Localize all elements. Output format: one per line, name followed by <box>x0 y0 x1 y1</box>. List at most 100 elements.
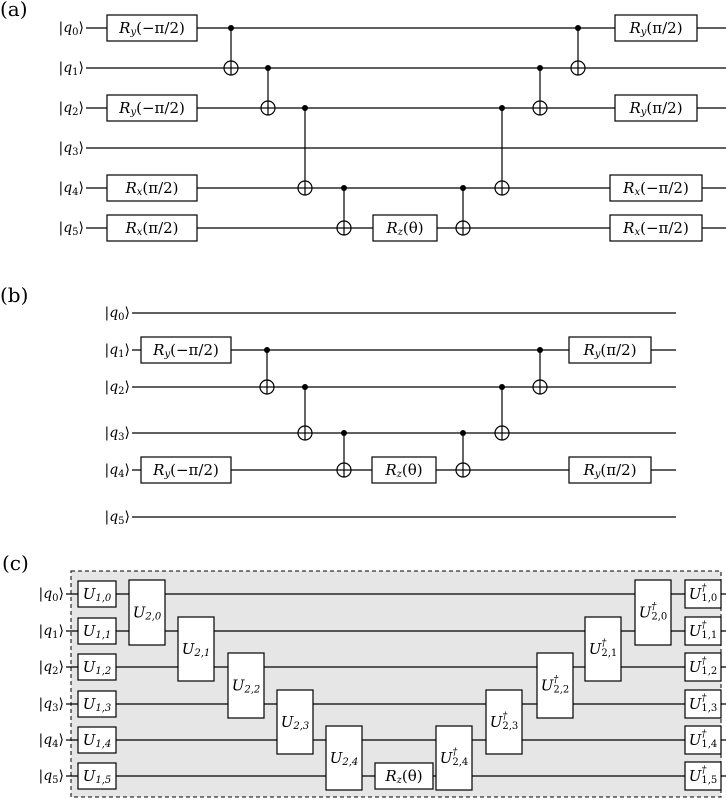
c-u1dag-4-box <box>684 725 722 755</box>
panel-label-b: (b) <box>0 283 28 307</box>
a-rz-q5-box <box>372 214 438 242</box>
a-cnot-7-control-dot <box>537 65 543 71</box>
a-ry-pos-q2-label: Ry(π/2) <box>628 99 682 118</box>
a-rx-neg-q5-box <box>609 214 703 242</box>
c-u1dag-5-label: U† 1,5 <box>689 765 718 786</box>
b-ry-pos-q4-box <box>568 456 652 484</box>
c-u2-3-box <box>276 689 314 755</box>
c-u1-3-label: U1,3 <box>83 695 112 714</box>
c-u1dag-5-box <box>684 761 722 791</box>
b-rz-q4-box <box>371 456 437 484</box>
qubit-label-q5: |q5⟩ <box>38 768 64 786</box>
c-u1dag-0-box <box>684 579 722 609</box>
b-ry-neg-q1-box <box>140 336 232 364</box>
a-ry-pos-q2-box <box>614 94 698 122</box>
c-u2dag-0-label: U† 2,0 <box>639 601 668 622</box>
c-u1-0-box <box>77 580 117 608</box>
panel-a: (a) |q0⟩ |q1⟩ |q2⟩ |q3⟩ |q4⟩ |q5⟩ Ry(−π/2) Ry(−π… <box>0 0 726 242</box>
b-ry-neg-q1-label: Ry(−π/2) <box>152 341 219 360</box>
qubit-label-q4: |q4⟩ <box>104 462 130 480</box>
a-rx-pos-q4-label: Rx(π/2) <box>124 179 178 198</box>
qubit-label-q5: |q5⟩ <box>58 220 84 238</box>
c-u2-4-box <box>325 725 363 791</box>
c-u2dag-2-box <box>536 652 574 719</box>
c-u2-4-label: U2,4 <box>330 749 359 768</box>
panel-b: (b) |q0⟩ |q1⟩ |q2⟩ |q3⟩ |q4⟩ |q5⟩ Ry(−π/2) Ry(−π… <box>0 283 676 527</box>
a-cnot-5-control-dot <box>460 185 466 191</box>
c-u2dag-1-box <box>584 616 622 682</box>
qubit-label-q5: |q5⟩ <box>104 509 130 527</box>
c-u1-1-box <box>77 617 117 645</box>
qubit-label-q2: |q2⟩ <box>38 659 64 677</box>
c-u1-0-label: U1,0 <box>83 585 112 604</box>
a-rx-neg-q4-box <box>609 174 703 202</box>
a-cnot-4-control-dot <box>341 185 347 191</box>
a-cnot-1-control-dot <box>228 25 234 31</box>
c-u2-2-label: U2,2 <box>232 677 261 696</box>
qubit-label-q1: |q1⟩ <box>104 342 130 360</box>
c-u1-3-box <box>77 690 117 718</box>
qubit-label-q0: |q0⟩ <box>38 586 64 604</box>
b-cnot-4-control-dot <box>460 430 466 436</box>
c-u2dag-0-box <box>634 579 672 646</box>
qubit-label-q2: |q2⟩ <box>104 379 130 397</box>
qubit-label-q0: |q0⟩ <box>58 20 84 38</box>
c-u1-1-label: U1,1 <box>83 622 112 641</box>
a-ry-pos-q0-box <box>614 14 698 42</box>
c-u2dag-1-label: U† 2,1 <box>589 638 618 659</box>
c-u1dag-1-box <box>684 616 722 646</box>
qubit-label-q3: |q3⟩ <box>38 696 64 714</box>
qubit-label-q1: |q1⟩ <box>38 623 64 641</box>
c-rz-q5-box <box>374 762 434 790</box>
c-u1dag-2-box <box>684 652 722 682</box>
c-u1-5-label: U1,5 <box>83 767 112 786</box>
b-cnot-6-control-dot <box>537 347 543 353</box>
panel-label-c: (c) <box>2 551 29 575</box>
c-u2dag-4-box <box>435 725 473 791</box>
c-u1dag-4-label: U† 1,4 <box>689 729 718 750</box>
c-u2-0-label: U2,0 <box>133 604 162 623</box>
a-ry-neg-q0-label: Ry(−π/2) <box>118 19 185 38</box>
b-cnot-5-control-dot <box>499 384 505 390</box>
c-u2dag-2-label: U† 2,2 <box>541 674 570 695</box>
c-u1dag-0-label: U† 1,0 <box>689 583 718 604</box>
b-ry-neg-q4-label: Ry(−π/2) <box>152 461 219 480</box>
c-u2-0-box <box>128 579 166 646</box>
a-ry-neg-q2-label: Ry(−π/2) <box>118 99 185 118</box>
qubit-label-q2: |q2⟩ <box>58 100 84 118</box>
c-u1dag-2-label: U† 1,2 <box>689 656 718 677</box>
panel-c: (c) |q0⟩ |q1⟩ |q2⟩ |q3⟩ |q4⟩ |q5⟩ U1,0 U1,1 U1,2 U… <box>2 551 726 798</box>
qubit-label-q3: |q3⟩ <box>104 425 130 443</box>
c-u2-2-box <box>227 652 265 719</box>
a-rx-neg-q5-label: Rx(−π/2) <box>622 219 689 238</box>
a-rx-pos-q5-label: Rx(π/2) <box>124 219 178 238</box>
a-cnot-3-control-dot <box>302 105 308 111</box>
qubit-label-q1: |q1⟩ <box>58 60 84 78</box>
b-ry-pos-q4-label: Ry(π/2) <box>582 461 636 480</box>
a-ry-neg-q2-box <box>106 94 198 122</box>
c-u1-4-box <box>77 726 117 754</box>
panel-label-a: (a) <box>0 0 28 21</box>
a-rx-pos-q4-box <box>106 174 198 202</box>
c-u1dag-3-label: U† 1,3 <box>689 693 718 714</box>
c-u2-1-label: U2,1 <box>182 640 211 659</box>
c-u1-2-label: U1,2 <box>83 658 112 677</box>
c-u1dag-3-box <box>684 689 722 719</box>
a-rx-pos-q5-box <box>106 214 198 242</box>
a-cnot-2-control-dot <box>265 65 271 71</box>
b-rz-q4-label: Rz(θ) <box>384 461 422 480</box>
a-ry-neg-q0-box <box>106 14 198 42</box>
c-rz-q5-label: Rz(θ) <box>384 767 422 786</box>
qubit-label-q3: |q3⟩ <box>58 140 84 158</box>
a-cnot-8-control-dot <box>575 25 581 31</box>
qubit-label-q4: |q4⟩ <box>38 732 64 750</box>
b-ry-pos-q1-label: Ry(π/2) <box>582 341 636 360</box>
b-cnot-2-control-dot <box>302 384 308 390</box>
c-u2-1-box <box>177 616 215 682</box>
c-u2dag-3-box <box>485 689 523 755</box>
b-cnot-1-control-dot <box>264 347 270 353</box>
c-u2dag-3-label: U† 2,3 <box>490 711 519 732</box>
c-u1-2-box <box>77 653 117 681</box>
c-u2-3-label: U2,3 <box>281 713 310 732</box>
